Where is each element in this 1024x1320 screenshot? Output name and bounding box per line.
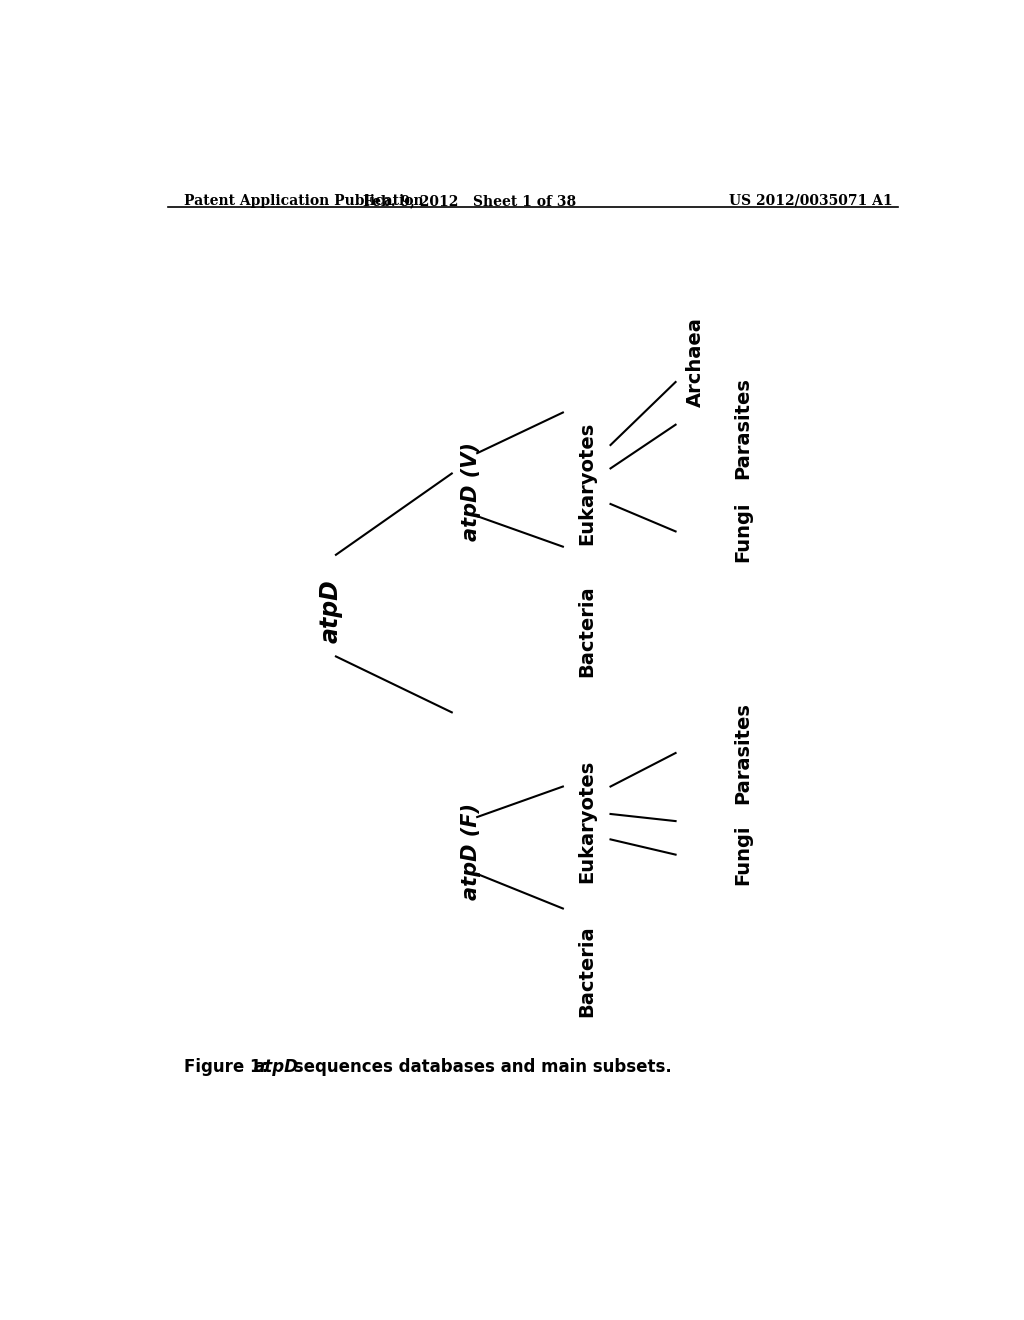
Text: US 2012/0035071 A1: US 2012/0035071 A1	[729, 194, 892, 209]
Text: Fungi: Fungi	[733, 502, 753, 562]
Text: Patent Application Publication: Patent Application Publication	[183, 194, 423, 209]
Text: Parasites: Parasites	[733, 702, 753, 804]
Text: Archaea: Archaea	[686, 317, 705, 407]
Text: atpD: atpD	[318, 579, 342, 643]
Text: Feb. 9, 2012   Sheet 1 of 38: Feb. 9, 2012 Sheet 1 of 38	[362, 194, 575, 209]
Text: sequences databases and main subsets.: sequences databases and main subsets.	[289, 1057, 672, 1076]
Text: Figure 1:: Figure 1:	[183, 1057, 280, 1076]
Text: atpD: atpD	[253, 1057, 298, 1076]
Text: Fungi: Fungi	[733, 825, 753, 884]
Text: atpD (V): atpD (V)	[461, 442, 481, 541]
Text: Bacteria: Bacteria	[578, 925, 596, 1018]
Text: Eukaryotes: Eukaryotes	[578, 422, 596, 545]
Text: Eukaryotes: Eukaryotes	[578, 759, 596, 883]
Text: Parasites: Parasites	[733, 376, 753, 479]
Text: atpD (F): atpD (F)	[461, 803, 481, 900]
Text: Bacteria: Bacteria	[578, 585, 596, 677]
